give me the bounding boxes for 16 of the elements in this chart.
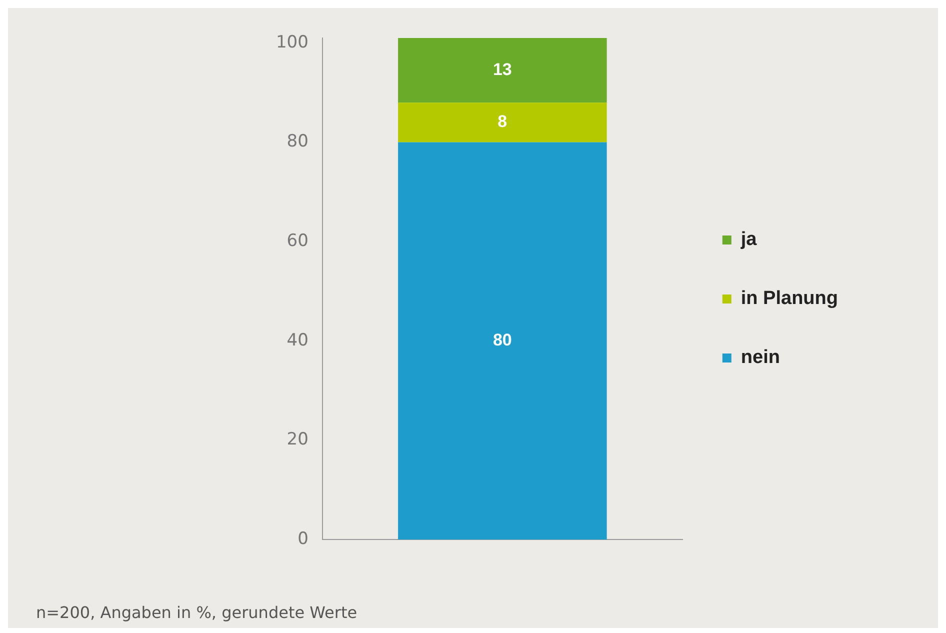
text: n=200, Angaben in %, gerundete Werte (36, 603, 358, 622)
legend-label: ja (740, 229, 758, 250)
y-tick-label: 60 (286, 231, 308, 252)
y-tick-label: 100 (276, 32, 308, 52)
bar (398, 38, 607, 103)
bar (398, 102, 607, 142)
bar (398, 142, 607, 540)
legend-label: nein (740, 347, 780, 368)
y-tick-label: 80 (286, 132, 308, 152)
data-label: 80 (492, 330, 512, 350)
y-tick-label: 0 (298, 529, 308, 550)
y-tick-label: 20 (286, 430, 308, 450)
data-label: 13 (492, 60, 512, 79)
y-tick-label: 40 (286, 330, 308, 350)
legend-label: in Planung (740, 288, 838, 310)
data-label: 8 (498, 112, 508, 132)
